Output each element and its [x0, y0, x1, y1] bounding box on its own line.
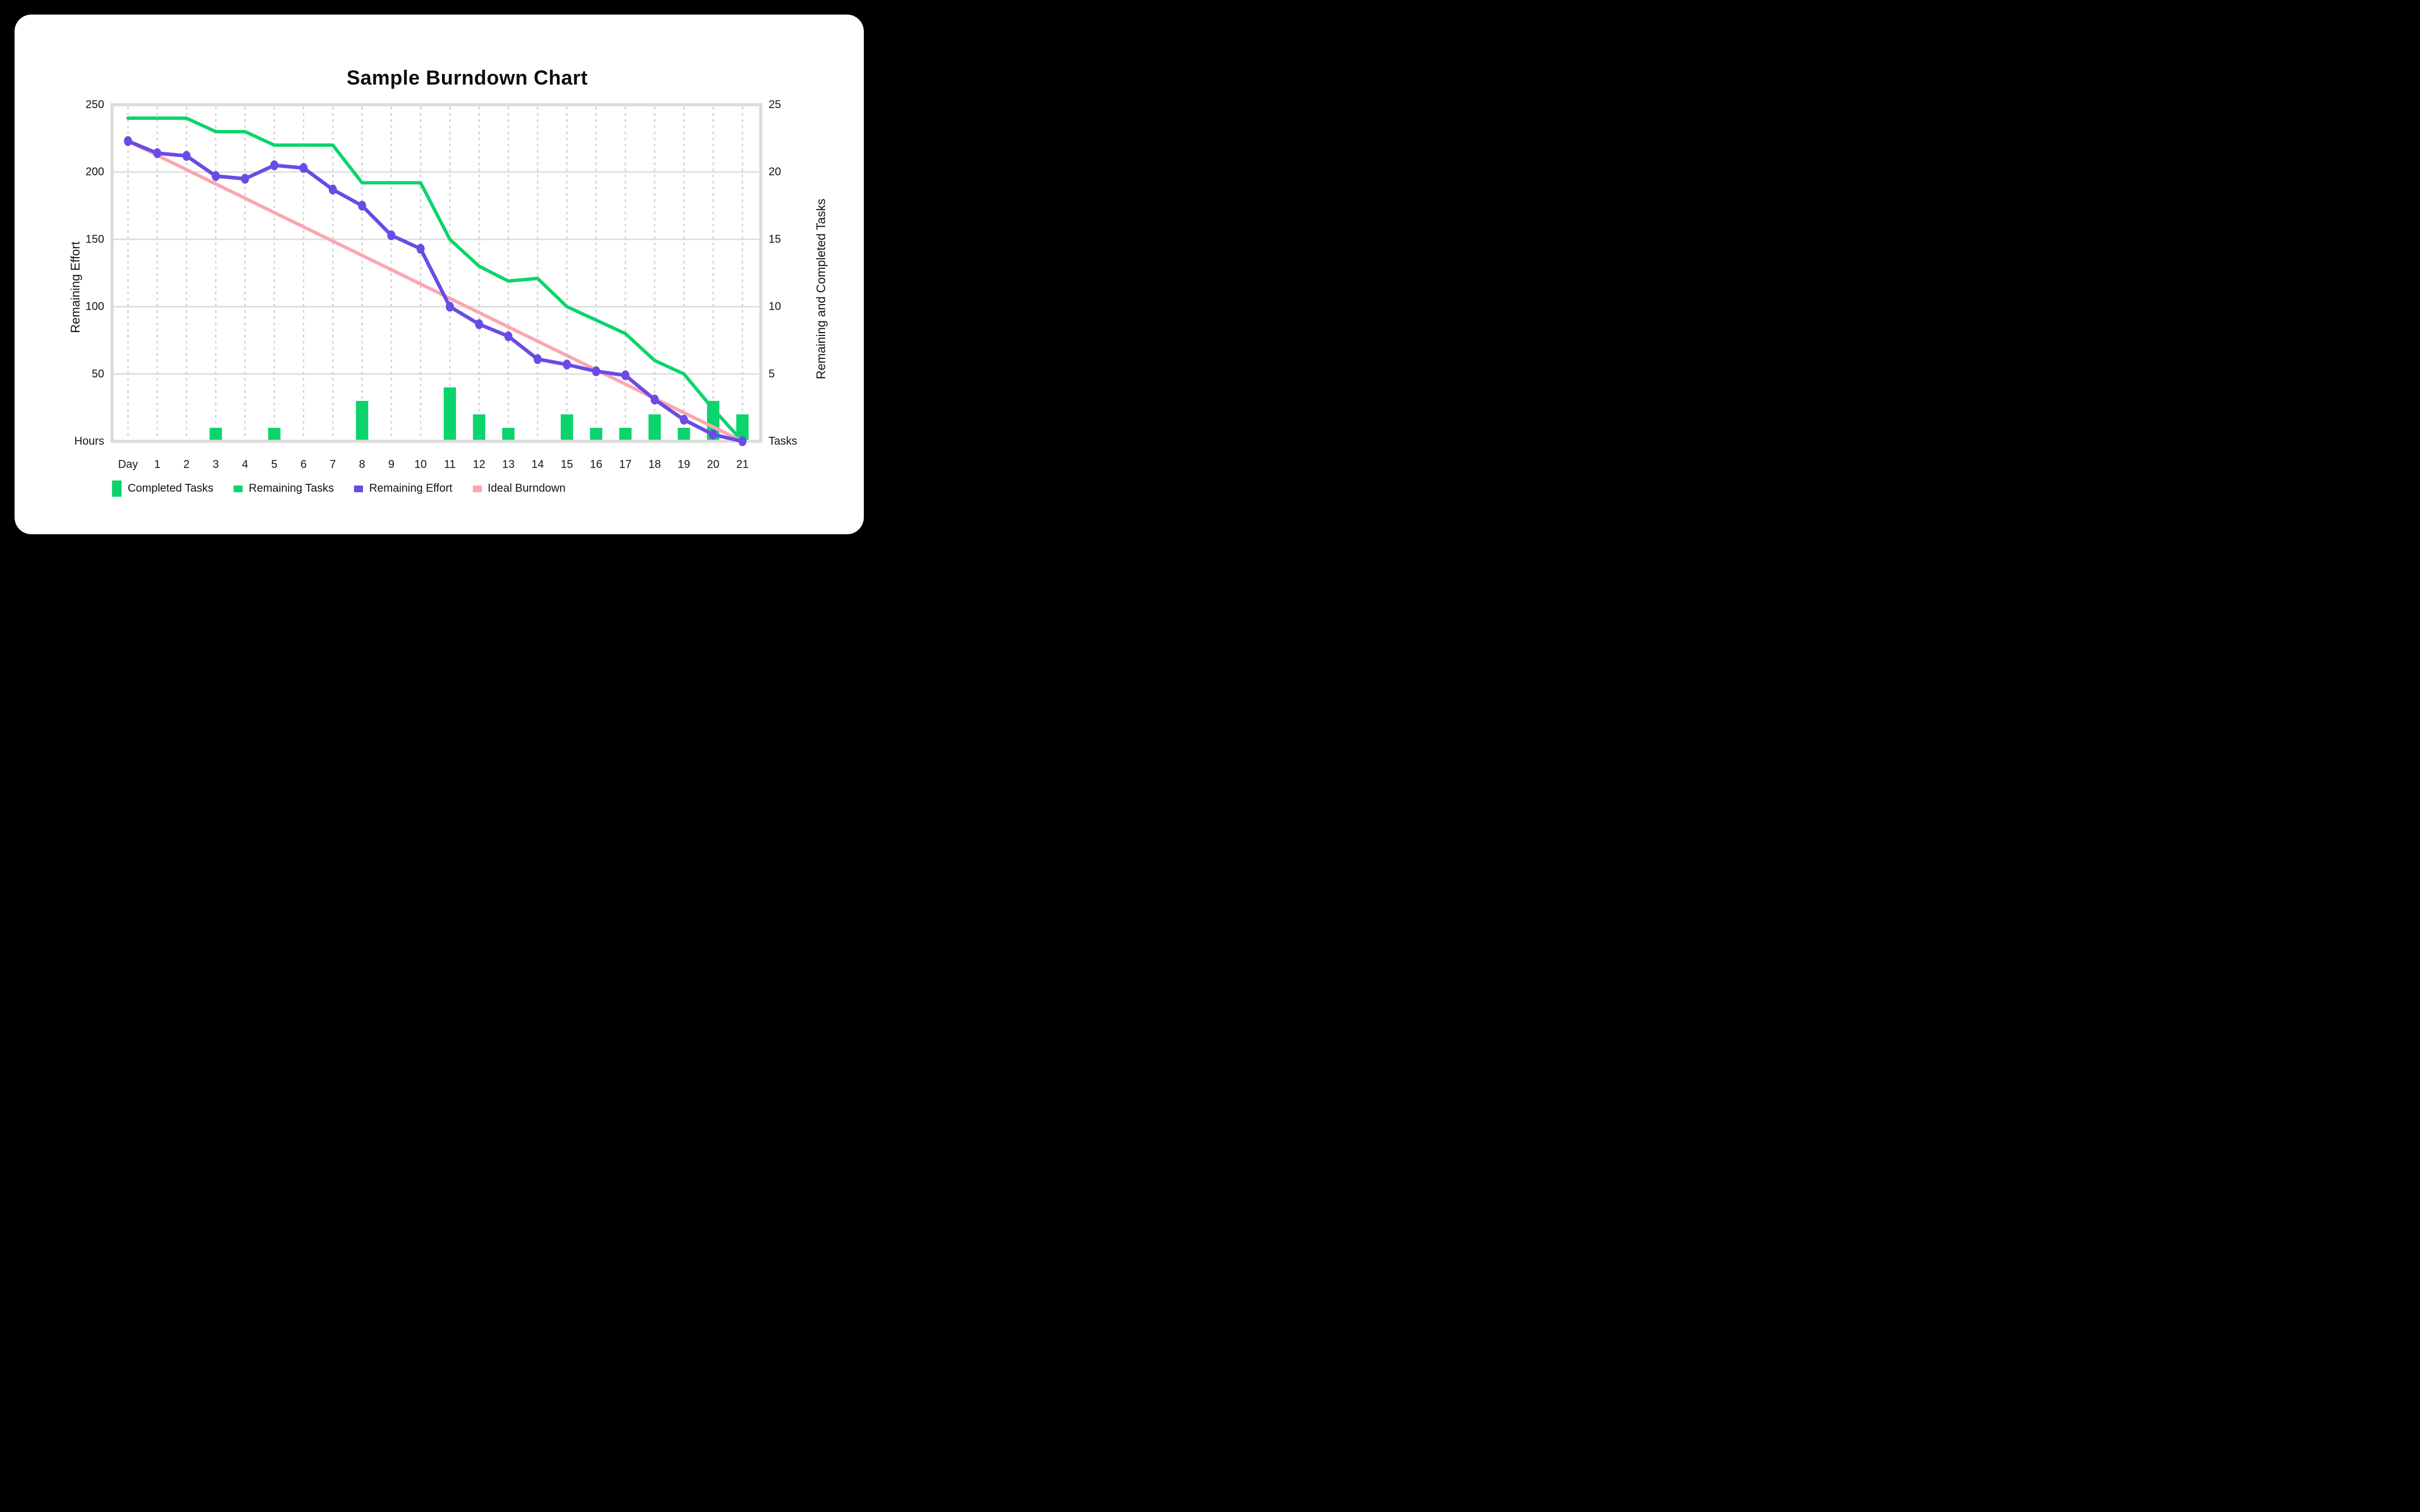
right-axis-zero-label: Tasks: [769, 435, 797, 447]
legend-swatch-line-2: [353, 485, 363, 492]
x-tick-11: 11: [444, 459, 456, 471]
effort-point-day-15: [562, 360, 571, 370]
effort-point-day-10: [416, 244, 425, 254]
effort-point-day-16: [592, 366, 601, 376]
legend-item-completed-tasks: Completed Tasks: [112, 480, 213, 497]
bar-completed-day-18: [648, 414, 661, 441]
effort-point-day-6: [299, 163, 308, 173]
legend-label: Completed Tasks: [128, 482, 214, 494]
chart-title: Sample Burndown Chart: [346, 66, 588, 89]
left-tick-150: 150: [86, 233, 104, 245]
x-tick-16: 16: [590, 459, 602, 471]
right-tick-15: 15: [769, 233, 781, 245]
x-tick-17: 17: [619, 459, 631, 471]
chart-card: Sample Burndown Chart Remaining Effort R…: [15, 15, 864, 534]
remaining-tasks-line: [126, 116, 744, 443]
effort-point-day-3: [211, 171, 220, 181]
legend-item-remaining-tasks: Remaining Tasks: [234, 482, 334, 495]
left-tick-200: 200: [86, 166, 104, 178]
right-tick-5: 5: [769, 368, 775, 380]
effort-point-day-1: [153, 148, 161, 158]
effort-point-day-19: [680, 414, 688, 425]
legend-swatch-line-3: [472, 485, 482, 492]
effort-point-day-11: [445, 301, 454, 312]
remaining-effort-line: [126, 139, 744, 444]
x-tick-5: 5: [271, 459, 277, 471]
right-tick-25: 25: [769, 99, 781, 111]
legend-label: Remaining Effort: [369, 482, 453, 494]
screenshot-frame: Sample Burndown Chart Remaining Effort R…: [0, 0, 878, 549]
legend-label: Ideal Burndown: [487, 482, 566, 494]
x-tick-13: 13: [502, 459, 514, 471]
effort-point-day-2: [182, 151, 191, 161]
x-tick-9: 9: [388, 459, 394, 471]
bar-completed-day-16: [590, 427, 603, 441]
left-tick-250: 250: [86, 99, 104, 111]
bar-completed-day-5: [268, 427, 281, 441]
legend-item-remaining-effort: Remaining Effort: [353, 482, 453, 495]
effort-point-day-4: [241, 174, 249, 184]
right-tick-20: 20: [769, 166, 781, 178]
plot-border: [110, 103, 762, 443]
x-tick-10: 10: [415, 459, 427, 471]
x-tick-4: 4: [242, 459, 248, 471]
x-tick-14: 14: [532, 459, 544, 471]
bar-completed-day-3: [210, 427, 222, 441]
effort-point-day-7: [328, 184, 337, 195]
chart-legend: Completed Tasks Remaining Tasks Remaining …: [112, 480, 566, 497]
effort-point-day-8: [358, 200, 366, 211]
x-tick-1: 1: [154, 459, 160, 471]
bar-completed-day-8: [356, 400, 369, 441]
legend-swatch-line-1: [234, 485, 243, 492]
effort-point-day-18: [650, 394, 659, 405]
legend-label: Remaining Tasks: [249, 482, 334, 494]
bar-completed-day-17: [619, 427, 632, 441]
effort-point-day-17: [621, 370, 630, 381]
x-tick-6: 6: [300, 459, 306, 471]
right-tick-10: 10: [769, 301, 781, 313]
x-tick-8: 8: [359, 459, 365, 471]
x-tick-7: 7: [330, 459, 336, 471]
x-tick-19: 19: [678, 459, 690, 471]
x-tick-15: 15: [561, 459, 573, 471]
left-axis-zero-label: Hours: [75, 435, 104, 447]
effort-point-day-14: [533, 354, 542, 365]
bar-completed-day-19: [677, 427, 690, 441]
x-tick-2: 2: [183, 459, 189, 471]
bar-completed-day-15: [560, 414, 573, 441]
left-tick-50: 50: [92, 368, 104, 380]
bar-completed-day-21: [736, 414, 749, 441]
bar-completed-day-13: [502, 427, 515, 441]
legend-swatch-bar-0: [112, 480, 122, 497]
effort-point-day-21: [738, 436, 747, 446]
x-tick-20: 20: [707, 459, 719, 471]
x-tick-3: 3: [213, 459, 219, 471]
left-tick-100: 100: [86, 301, 104, 313]
ideal-burndown-line: [126, 139, 744, 443]
x-tick-day: Day: [118, 459, 138, 471]
effort-point-day-12: [475, 319, 483, 329]
x-tick-12: 12: [473, 459, 485, 471]
x-tick-21: 21: [736, 459, 748, 471]
effort-point-day-5: [270, 160, 278, 170]
effort-point-day-9: [387, 230, 395, 240]
bar-completed-day-12: [473, 414, 486, 441]
x-tick-18: 18: [649, 459, 661, 471]
effort-point-day-0: [124, 136, 132, 146]
legend-item-ideal-burndown: Ideal Burndown: [472, 482, 566, 495]
bar-completed-day-11: [444, 387, 457, 441]
effort-point-day-20: [709, 430, 718, 440]
effort-point-day-13: [504, 331, 513, 342]
